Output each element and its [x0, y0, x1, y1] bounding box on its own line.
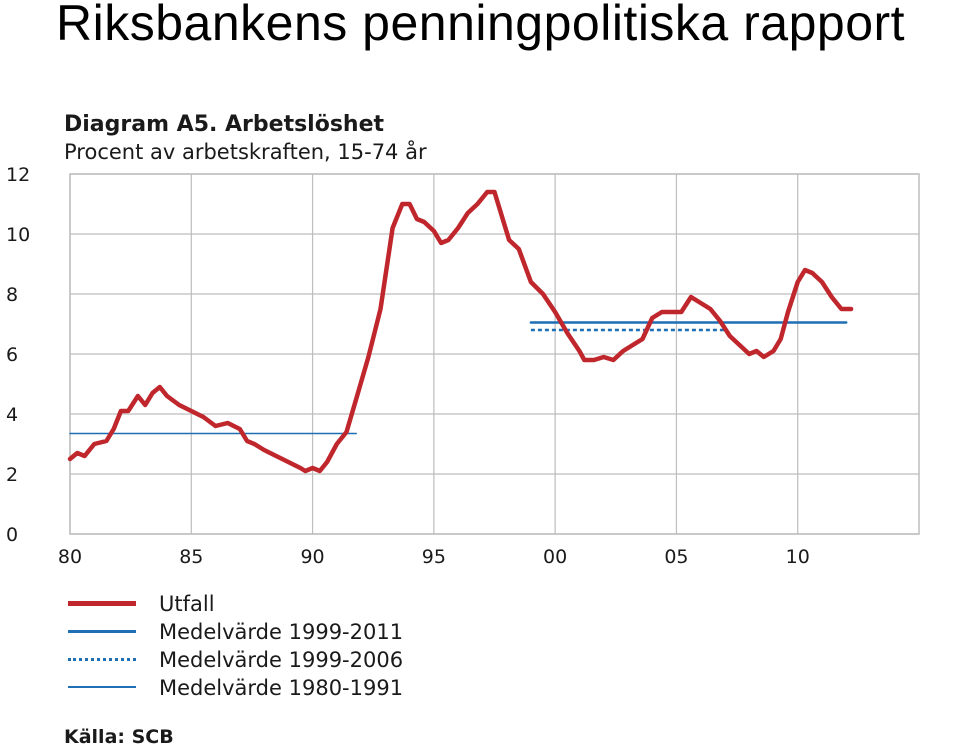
legend-entry-mean-1999-2011: Medelvärde 1999-2011: [66, 618, 526, 646]
x-tick-label: 90: [300, 546, 324, 568]
legend-entry-mean-1980-1991: Medelvärde 1980-1991: [66, 674, 526, 702]
legend-label-mean-1980-1991: Medelvärde 1980-1991: [159, 676, 404, 700]
legend-label-mean-1999-2011: Medelvärde 1999-2011: [159, 620, 404, 644]
legend-label-utfall: Utfall: [159, 592, 215, 616]
y-tick-label: 4: [6, 404, 18, 426]
x-tick-label: 00: [543, 546, 567, 568]
legend-swatch-mean-1999-2011: [68, 630, 136, 633]
legend-entry-utfall: Utfall: [66, 590, 526, 618]
x-tick-label: 80: [58, 546, 82, 568]
y-tick-label: 2: [6, 464, 18, 486]
x-tick-label: 95: [422, 546, 446, 568]
legend-swatch-mean-1980-1991: [68, 686, 136, 688]
x-tick-label: 10: [786, 546, 810, 568]
legend-entry-mean-1999-2006: Medelvärde 1999-2006: [66, 646, 526, 674]
legend-swatch-utfall: [68, 601, 136, 606]
source-note: Källa: SCB: [64, 726, 174, 748]
legend-label-mean-1999-2006: Medelvärde 1999-2006: [159, 648, 404, 672]
x-tick-label: 85: [179, 546, 203, 568]
legend-swatch-mean-1999-2006: [68, 658, 136, 661]
chart-plot: 0 2 4 6 8 10 12 80 85 90 95 00 05 10: [6, 164, 920, 568]
y-tick-label: 0: [6, 524, 18, 546]
slide-title: Riksbankens penningpolitiska rapport: [56, 0, 906, 51]
y-tick-label: 10: [6, 224, 30, 246]
chart-title: Diagram A5. Arbetslöshet: [64, 112, 385, 137]
chart-legend: Utfall Medelvärde 1999-2011 Medelvärde 1…: [66, 590, 526, 702]
series-line-utfall: [67, 189, 854, 474]
y-tick-label: 6: [6, 344, 18, 366]
y-tick-label: 8: [6, 284, 18, 306]
x-tick-label: 05: [664, 546, 688, 568]
y-tick-label: 12: [6, 164, 30, 186]
chart-subtitle: Procent av arbetskraften, 15-74 år: [64, 140, 427, 164]
